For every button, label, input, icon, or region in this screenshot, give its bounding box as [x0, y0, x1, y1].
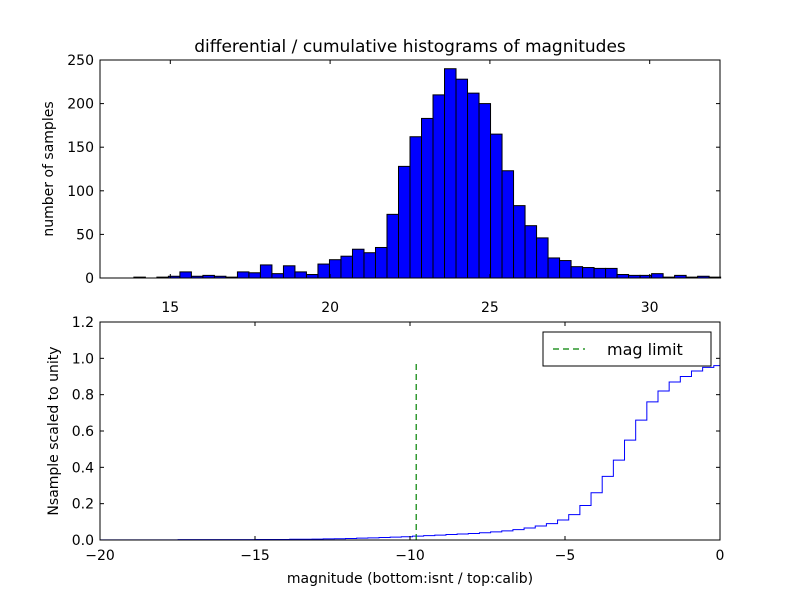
legend-mag-limit-label: mag limit: [607, 340, 683, 359]
histogram-bar: [328, 259, 342, 279]
histogram-bar: [616, 274, 630, 279]
histogram-bar: [570, 266, 584, 279]
histogram-bar: [363, 252, 376, 279]
top-chart-title: differential / cumulative histograms of …: [194, 37, 626, 57]
legend: mag limit: [542, 331, 712, 367]
histogram-plot: [133, 68, 722, 279]
bottom-x-tick-label: 0: [716, 548, 725, 564]
histogram-bar: [259, 264, 273, 279]
histogram-bar: [444, 68, 457, 279]
histogram-bar: [432, 94, 446, 279]
bottom-y-axis-label: Nsample scaled to unity: [46, 346, 62, 515]
bottom-x-tick-label: −5: [555, 548, 576, 564]
histogram-bar: [582, 267, 595, 279]
histogram-bar: [490, 133, 503, 279]
top-axes-frame: [99, 59, 721, 279]
bottom-axis-ticks: −20 −15 −10 −5 0 0.0 0.2 0.4 0.6 0.8 1.0 1.2: [72, 315, 725, 564]
histogram-bar: [179, 271, 192, 279]
top-y-tick-label: 100: [67, 184, 94, 200]
histogram-bar: [593, 267, 607, 279]
bottom-y-tick-label: 0.2: [72, 497, 94, 513]
histogram-bar: [271, 273, 284, 279]
histogram-bar: [513, 205, 526, 279]
histogram-bar: [455, 78, 469, 279]
cumulative-step-line: [100, 365, 721, 541]
top-y-axis-label: number of samples: [41, 101, 57, 236]
histogram-bar: [374, 246, 388, 279]
histogram-bar: [547, 257, 561, 279]
bottom-y-tick-label: 0.4: [72, 460, 94, 476]
histogram-bar: [651, 273, 664, 279]
top-y-tick-label: 150: [67, 140, 94, 156]
bottom-y-tick-label: 1.0: [72, 351, 94, 367]
histogram-bar: [317, 263, 330, 279]
top-axis-ticks: 15 20 25 30 0 50 100 150 200 250: [67, 53, 720, 316]
bottom-x-tick-label: −15: [240, 548, 270, 564]
bottom-x-axis-label: magnitude (bottom:isnt / top:calib): [287, 571, 533, 587]
top-y-tick-label: 200: [67, 97, 94, 113]
histogram-bar: [524, 225, 538, 279]
histogram-bar: [559, 260, 572, 279]
top-x-tick-label: 30: [641, 300, 659, 316]
histogram-bar: [340, 255, 353, 279]
histogram-bar: [282, 265, 296, 279]
bottom-x-tick-label: −20: [85, 548, 115, 564]
histogram-bar: [351, 248, 365, 279]
cumulative-plot: [100, 363, 721, 541]
histogram-bar: [305, 274, 319, 279]
histogram-bar: [421, 117, 434, 279]
histogram-bar: [386, 213, 399, 279]
bottom-y-tick-label: 0.0: [72, 533, 94, 549]
histogram-bar: [397, 165, 411, 279]
histogram-bar: [294, 271, 307, 279]
top-y-tick-label: 250: [67, 53, 94, 69]
top-x-tick-label: 15: [161, 300, 179, 316]
top-y-tick-label: 0: [85, 271, 94, 287]
histogram-bar: [605, 267, 618, 279]
bottom-y-tick-label: 0.8: [72, 388, 94, 404]
histogram-bar: [536, 237, 549, 279]
histogram-bar: [467, 92, 480, 279]
legend-box: [542, 331, 712, 367]
bottom-y-tick-label: 1.2: [72, 315, 94, 331]
histogram-bar: [236, 271, 250, 279]
histogram-bar: [409, 136, 423, 279]
histogram-bar: [478, 103, 492, 279]
histogram-bar: [248, 272, 261, 279]
top-x-tick-label: 25: [481, 300, 499, 316]
top-y-tick-label: 50: [76, 227, 94, 243]
bottom-x-tick-label: −10: [395, 548, 425, 564]
histogram-bar: [501, 170, 515, 279]
top-x-tick-label: 20: [321, 300, 339, 316]
bottom-y-tick-label: 0.6: [72, 424, 94, 440]
